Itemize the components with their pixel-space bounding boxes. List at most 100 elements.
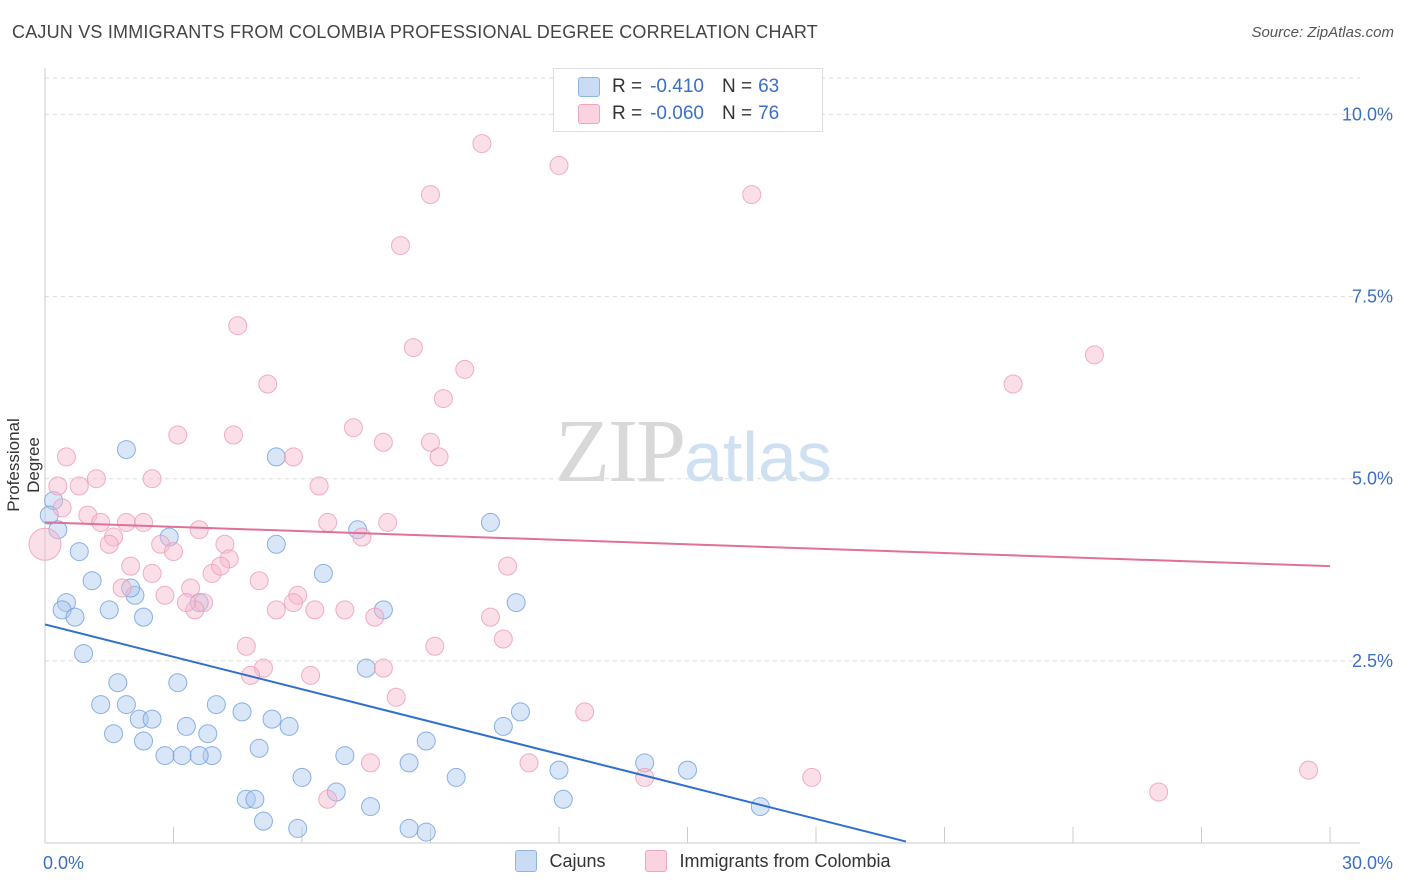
cajuns-point bbox=[108, 673, 128, 693]
legend-item-colombia: Immigrants from Colombia bbox=[645, 850, 891, 872]
cajuns-point bbox=[493, 716, 513, 736]
cajuns-point bbox=[262, 709, 282, 729]
cajuns-point bbox=[69, 542, 89, 562]
cajuns-point bbox=[99, 600, 119, 620]
colombia-point bbox=[28, 527, 62, 561]
colombia-point bbox=[48, 476, 68, 496]
colombia-point bbox=[69, 476, 89, 496]
colombia-point bbox=[519, 753, 539, 773]
y-tick-label: 5.0% bbox=[1352, 469, 1393, 489]
watermark-atlas: atlas bbox=[684, 418, 832, 496]
colombia-point bbox=[215, 534, 235, 554]
colombia-point bbox=[335, 600, 355, 620]
colombia-point bbox=[309, 476, 329, 496]
y-tick-label: 7.5% bbox=[1352, 287, 1393, 307]
colombia-point bbox=[373, 658, 393, 678]
colombia-point bbox=[429, 447, 449, 467]
colombia-point bbox=[56, 447, 76, 467]
x-tick-label: 0.0% bbox=[43, 853, 84, 873]
colombia-point bbox=[168, 425, 188, 445]
colombia-point bbox=[318, 789, 338, 809]
cajuns-point bbox=[134, 607, 154, 627]
cajuns-point bbox=[172, 746, 192, 766]
source-label: Source: ZipAtlas.com bbox=[1251, 24, 1394, 41]
colombia-point bbox=[236, 636, 256, 656]
cajuns-point bbox=[446, 767, 466, 787]
colombia-point bbox=[802, 767, 822, 787]
cajuns-swatch bbox=[578, 77, 600, 97]
cajuns-point bbox=[313, 563, 333, 583]
colombia-point bbox=[343, 418, 363, 438]
colombia-point bbox=[386, 687, 406, 707]
cajuns-point bbox=[134, 731, 154, 751]
colombia-point bbox=[223, 425, 243, 445]
cajuns-point bbox=[416, 822, 436, 842]
colombia-point bbox=[116, 512, 136, 532]
cajuns-point bbox=[155, 746, 175, 766]
cajuns-point bbox=[266, 447, 286, 467]
colombia-point bbox=[52, 498, 72, 518]
colombia-point bbox=[493, 629, 513, 649]
n-value: 76 bbox=[758, 103, 780, 124]
colombia-point bbox=[91, 512, 111, 532]
colombia-point bbox=[1003, 374, 1023, 394]
r-value: -0.060 bbox=[650, 103, 704, 124]
x-tick-label: 30.0% bbox=[1342, 853, 1393, 873]
cajuns-point bbox=[266, 534, 286, 554]
cajuns-point bbox=[142, 709, 162, 729]
colombia-point bbox=[318, 512, 338, 532]
colombia-point bbox=[258, 374, 278, 394]
cajuns-point bbox=[288, 818, 308, 838]
cajuns-trend-line bbox=[44, 623, 907, 843]
colombia-point bbox=[99, 534, 119, 554]
colombia-point bbox=[1299, 760, 1319, 780]
cajuns-point bbox=[253, 811, 273, 831]
cajuns-point bbox=[176, 716, 196, 736]
n-label: N = bbox=[721, 103, 753, 124]
n-value: 63 bbox=[758, 76, 780, 97]
cajuns-point bbox=[553, 789, 573, 809]
colombia-point bbox=[142, 563, 162, 583]
colombia-point bbox=[305, 600, 325, 620]
cajuns-point bbox=[678, 760, 697, 780]
cajuns-point bbox=[356, 658, 376, 678]
cajuns-point bbox=[116, 440, 136, 460]
chart-title: CAJUN VS IMMIGRANTS FROM COLOMBIA PROFES… bbox=[12, 22, 818, 42]
colombia-point bbox=[121, 556, 141, 576]
colombia-point bbox=[498, 556, 518, 576]
cajuns-point bbox=[82, 571, 102, 591]
colombia-point bbox=[742, 185, 762, 205]
legend-label-colombia: Immigrants from Colombia bbox=[679, 850, 891, 871]
cajuns-point bbox=[506, 593, 526, 613]
cajuns-point bbox=[189, 746, 209, 766]
series-legend: Cajuns Immigrants from Colombia bbox=[0, 850, 1406, 872]
colombia-point bbox=[455, 359, 475, 379]
legend-label-cajuns: Cajuns bbox=[549, 850, 606, 871]
cajuns-point bbox=[361, 797, 381, 817]
colombia-point bbox=[266, 600, 286, 620]
colombia-point bbox=[391, 236, 411, 256]
r-label: R = bbox=[612, 103, 643, 124]
cajuns-legend-swatch bbox=[515, 850, 538, 872]
legend-row-cajuns: R = -0.410 N = 63 bbox=[578, 74, 779, 100]
y-tick-label: 10.0% bbox=[1342, 104, 1393, 124]
cajuns-point bbox=[206, 695, 226, 715]
cajuns-point bbox=[399, 753, 419, 773]
colombia-point bbox=[164, 542, 183, 562]
y-tick-label: 2.5% bbox=[1352, 651, 1393, 671]
r-label: R = bbox=[612, 76, 643, 97]
colombia-point bbox=[433, 389, 453, 409]
cajuns-point bbox=[198, 724, 218, 744]
n-label: N = bbox=[721, 76, 753, 97]
colombia-point bbox=[575, 702, 595, 722]
cajuns-point bbox=[549, 760, 569, 780]
colombia-point bbox=[249, 571, 269, 591]
cajuns-point bbox=[335, 746, 355, 766]
colombia-point bbox=[352, 527, 372, 547]
colombia-point bbox=[86, 469, 106, 489]
cajuns-point bbox=[91, 695, 111, 715]
colombia-swatch bbox=[578, 104, 600, 124]
cajuns-point bbox=[416, 731, 436, 751]
colombia-trend-line bbox=[44, 521, 1331, 568]
